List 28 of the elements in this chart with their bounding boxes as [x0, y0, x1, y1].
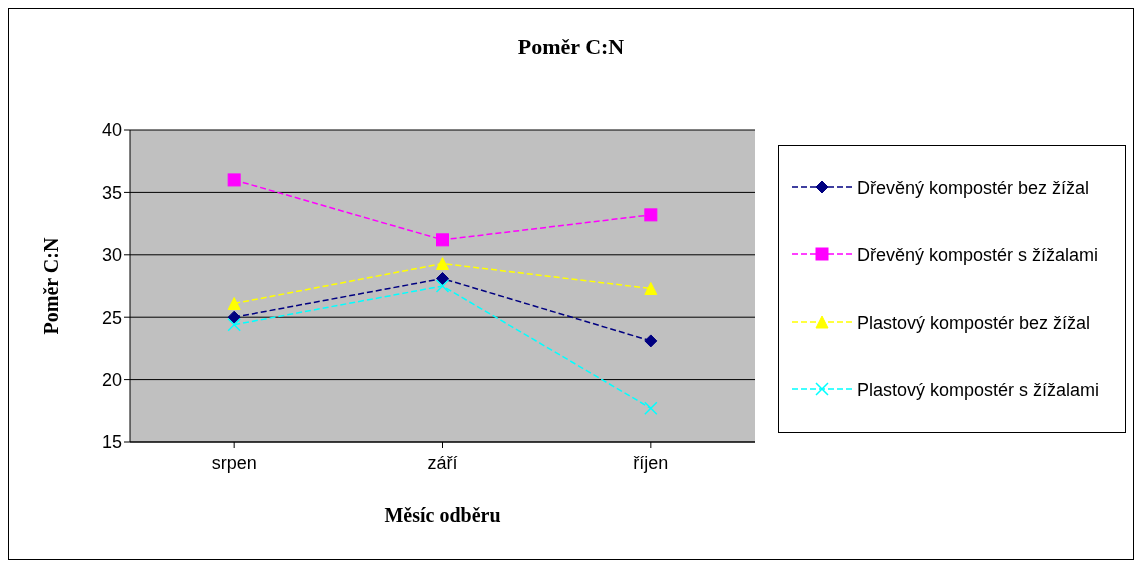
legend-label: Plastový kompostér bez žížal: [857, 311, 1092, 335]
point: [227, 296, 241, 310]
point: [436, 272, 449, 286]
point: [644, 334, 658, 348]
x-tick-label: říjen: [633, 452, 669, 473]
legend-label: Dřevěný kompostér s žížalami: [857, 244, 1100, 268]
point: [227, 173, 241, 187]
point: [644, 208, 658, 222]
chart-title: Poměr C:N: [516, 34, 626, 60]
y-tick-label: 20: [101, 369, 122, 390]
point: [436, 233, 449, 247]
point: [644, 401, 658, 416]
y-axis-title: Poměr C:N: [40, 237, 63, 335]
y-tick-label: 30: [101, 245, 122, 266]
point: [644, 282, 658, 295]
y-tick-label: 40: [101, 120, 122, 141]
point: [227, 317, 241, 332]
point: [435, 279, 450, 293]
point: [227, 310, 241, 324]
x-axis-title: Měsíc odběru: [383, 504, 502, 527]
legend-label: Plastový kompostér s žížalami: [857, 379, 1101, 403]
y-tick-label: 25: [101, 307, 122, 328]
point: [436, 257, 449, 271]
x-tick-label: září: [427, 452, 458, 473]
y-tick-label: 15: [101, 432, 122, 453]
x-tick-label: srpen: [211, 452, 257, 473]
legend-label: Dřevěný kompostér bez žížal: [857, 176, 1091, 200]
y-tick-label: 35: [101, 182, 122, 203]
